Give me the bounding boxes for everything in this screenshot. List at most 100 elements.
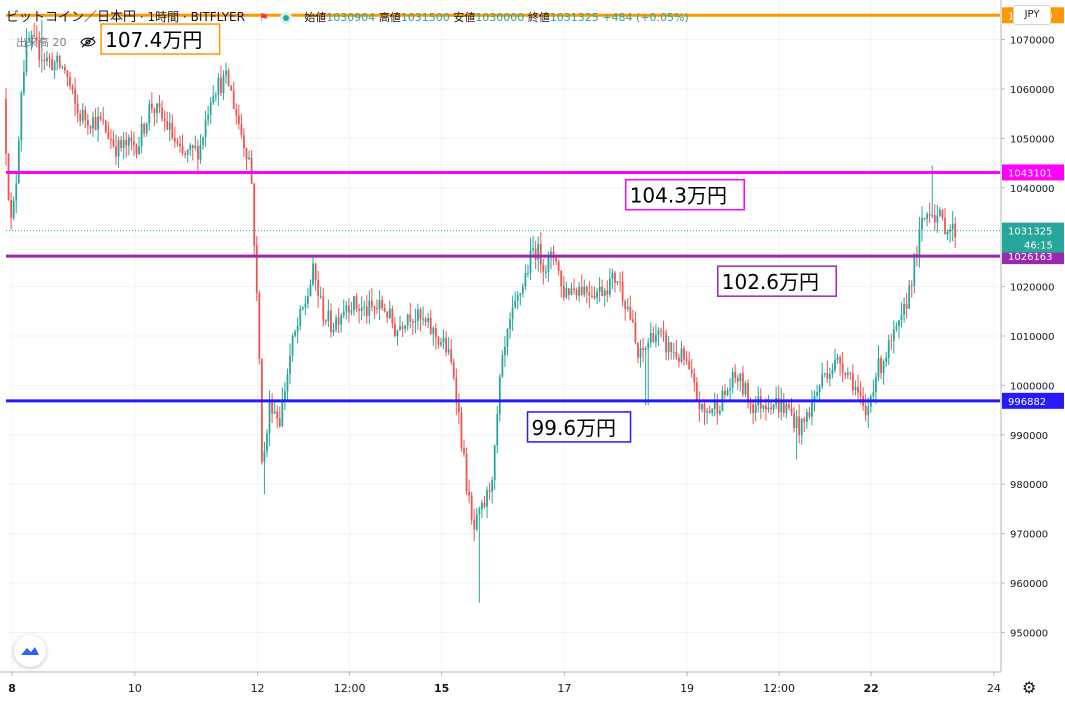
candle-down: [624, 301, 627, 309]
candle-down: [240, 124, 243, 136]
candle-down: [670, 342, 673, 352]
candle-down: [358, 309, 360, 311]
candle-down: [74, 89, 76, 104]
eye-hidden-icon[interactable]: [80, 36, 96, 51]
candle-up: [680, 348, 683, 362]
candle-up: [319, 295, 322, 297]
candle-down: [133, 141, 135, 146]
candle-up: [248, 157, 250, 160]
candle-down: [601, 286, 604, 296]
x-tick-label: 24: [987, 682, 1001, 695]
candle-up: [301, 307, 304, 309]
level-annotation-box[interactable]: [717, 265, 838, 297]
candle-down: [94, 117, 97, 130]
candle-up: [214, 94, 217, 97]
candle-up: [514, 300, 517, 308]
candle-down: [89, 125, 92, 129]
candle-down: [125, 140, 128, 146]
candle-down: [220, 77, 222, 93]
candle-down: [107, 131, 110, 140]
candle-up: [772, 404, 775, 410]
candle-up: [657, 330, 660, 336]
candle-up: [647, 342, 650, 348]
candle-down: [788, 404, 790, 409]
candle-up: [731, 371, 734, 389]
candle-up: [422, 318, 424, 320]
candle-down: [695, 382, 698, 400]
volume-label: 出来高: [16, 36, 49, 49]
candle-down: [76, 103, 79, 114]
candle-up: [15, 183, 18, 201]
candle-down: [84, 109, 87, 120]
candle-up: [936, 215, 939, 223]
candle-down: [642, 348, 644, 350]
open-value: 1030904: [326, 11, 376, 24]
level-annotation-label: 102.6万円: [722, 270, 819, 294]
x-tick-label: 8: [8, 682, 16, 695]
candle-up: [486, 490, 488, 507]
x-tick-label: 15: [434, 682, 449, 695]
candle-up: [532, 248, 534, 250]
candle-down: [376, 308, 378, 310]
candle-down: [562, 286, 565, 298]
candle-up: [527, 272, 529, 274]
candle-up: [447, 349, 450, 353]
candle-down: [383, 307, 386, 312]
currency-button[interactable]: JPY: [1013, 5, 1051, 25]
candle-down: [51, 58, 53, 71]
candle-up: [946, 231, 949, 235]
volume-value: 20: [52, 36, 67, 49]
candle-down: [678, 357, 680, 362]
candle-up: [529, 249, 532, 273]
flag-icon[interactable]: ⚑: [258, 11, 269, 24]
candle-down: [153, 108, 156, 114]
candle-up: [821, 374, 824, 387]
candle-up: [225, 70, 227, 76]
interval-label[interactable]: 1時間: [147, 10, 180, 24]
candle-down: [857, 386, 859, 393]
candle-down: [483, 502, 486, 507]
candle-down: [102, 119, 105, 121]
candle-up: [818, 386, 821, 393]
candle-up: [603, 290, 606, 296]
candle-up: [649, 332, 652, 343]
candle-down: [115, 145, 117, 157]
candle-down: [944, 217, 946, 235]
tradingview-logo-icon[interactable]: [14, 635, 46, 667]
y-tick-label: 990000: [1010, 431, 1048, 442]
candle-up: [61, 66, 64, 68]
candle-down: [665, 333, 668, 353]
level-annotation-box[interactable]: [100, 23, 221, 55]
candle-down: [923, 218, 926, 220]
level-price-tag-label: 996882: [1008, 397, 1046, 408]
candle-up: [898, 319, 900, 327]
candle-down: [35, 36, 38, 41]
symbol-name[interactable]: ビットコイン／日本円: [6, 10, 137, 25]
candle-up: [511, 307, 514, 319]
candle-down: [163, 118, 166, 122]
candle-up: [20, 92, 23, 141]
candle-down: [859, 392, 862, 397]
x-tick-label: 19: [680, 682, 694, 695]
candle-up: [644, 347, 647, 350]
candle-down: [790, 408, 793, 413]
level-annotation-box[interactable]: [526, 411, 632, 443]
candle-down: [7, 153, 10, 201]
candle-up: [836, 357, 839, 360]
level-annotation-box[interactable]: [624, 178, 745, 211]
candle-down: [880, 358, 882, 374]
candle-up: [496, 414, 499, 446]
candle-up: [949, 229, 952, 232]
candle-down: [166, 121, 169, 130]
candle-down: [693, 373, 696, 383]
candle-down: [314, 263, 317, 281]
candle-up: [92, 117, 94, 129]
gear-icon[interactable]: ⚙: [1022, 678, 1037, 697]
candle-down: [864, 405, 867, 416]
candle-up: [350, 310, 353, 313]
candle-up: [122, 140, 125, 148]
candle-up: [440, 342, 442, 345]
candle-up: [739, 373, 742, 382]
